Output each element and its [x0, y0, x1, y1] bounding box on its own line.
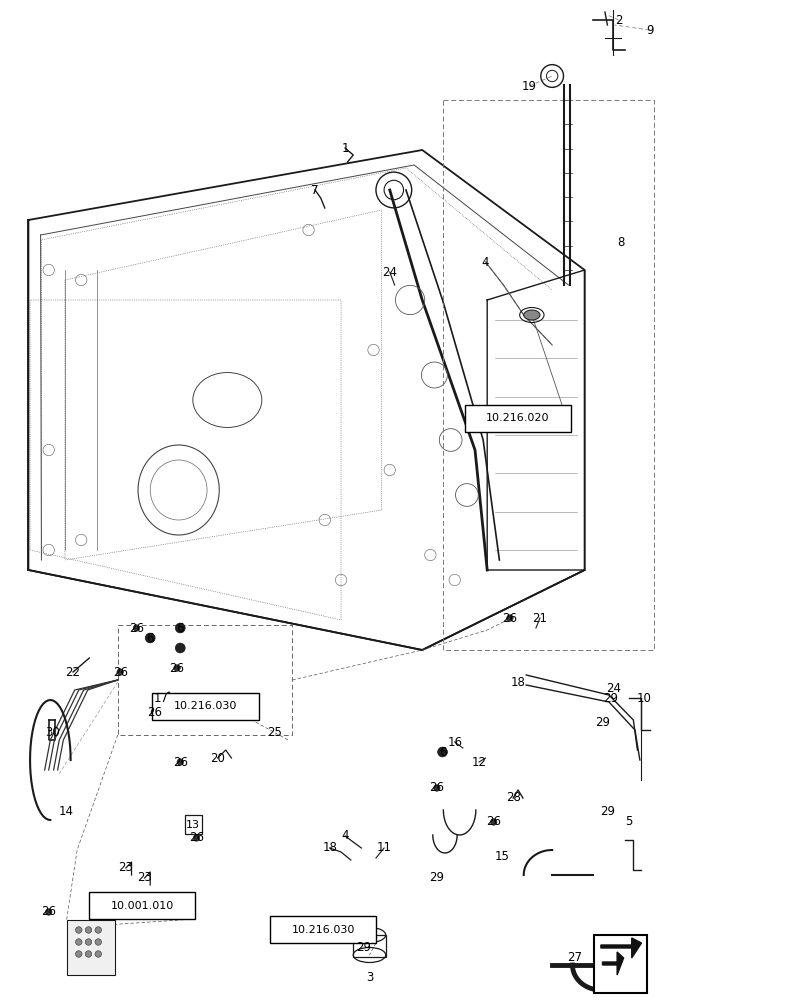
Circle shape: [175, 643, 185, 653]
Text: 28: 28: [505, 791, 520, 804]
Text: 18: 18: [510, 676, 525, 688]
Text: 22: 22: [66, 666, 80, 678]
Text: 12: 12: [471, 756, 486, 768]
Text: 4: 4: [341, 829, 349, 842]
Circle shape: [175, 623, 185, 633]
Circle shape: [85, 939, 92, 945]
Circle shape: [117, 669, 123, 675]
Text: 10: 10: [636, 692, 650, 704]
Text: 6: 6: [176, 621, 184, 635]
Text: 26: 26: [429, 781, 444, 794]
Text: 17: 17: [153, 692, 168, 704]
Text: 21: 21: [532, 611, 547, 624]
Text: 11: 11: [376, 841, 391, 854]
Text: 26: 26: [147, 706, 161, 718]
Text: 23: 23: [137, 871, 152, 884]
Text: 10.216.030: 10.216.030: [291, 925, 354, 935]
Text: 6: 6: [146, 632, 154, 645]
Text: 29: 29: [429, 871, 444, 884]
Circle shape: [95, 951, 101, 957]
Text: 24: 24: [382, 265, 397, 278]
Text: 29: 29: [599, 805, 614, 818]
Circle shape: [193, 835, 200, 841]
Circle shape: [174, 665, 180, 671]
Text: 23: 23: [118, 861, 133, 874]
Text: 10.216.030: 10.216.030: [174, 701, 237, 711]
Circle shape: [151, 709, 157, 715]
Text: 19: 19: [521, 80, 536, 93]
Text: 14: 14: [59, 805, 74, 818]
Text: 6: 6: [438, 746, 446, 758]
Ellipse shape: [523, 310, 539, 320]
FancyBboxPatch shape: [152, 692, 259, 720]
Bar: [353, 935, 385, 957]
Circle shape: [75, 927, 82, 933]
Text: 24: 24: [606, 682, 620, 694]
Circle shape: [177, 759, 183, 765]
Text: 29: 29: [356, 941, 371, 954]
Text: 26: 26: [486, 815, 500, 828]
Circle shape: [85, 927, 92, 933]
Circle shape: [75, 951, 82, 957]
Text: 26: 26: [129, 621, 144, 635]
Text: 4: 4: [481, 255, 489, 268]
Polygon shape: [602, 952, 623, 975]
Text: 30: 30: [45, 726, 60, 738]
Bar: [67, 920, 115, 975]
Text: 1: 1: [341, 142, 349, 155]
Text: 20: 20: [210, 752, 225, 764]
Text: 7: 7: [311, 184, 319, 197]
Text: 2: 2: [614, 14, 622, 27]
Text: 29: 29: [603, 692, 617, 704]
Circle shape: [437, 747, 447, 757]
Text: 26: 26: [169, 662, 184, 674]
Text: 25: 25: [267, 726, 281, 738]
Bar: [594, 935, 646, 993]
Circle shape: [506, 615, 513, 621]
FancyBboxPatch shape: [184, 815, 202, 834]
Text: 27: 27: [567, 951, 581, 964]
Text: 9: 9: [645, 24, 653, 37]
FancyBboxPatch shape: [269, 916, 376, 943]
Circle shape: [133, 625, 139, 631]
Text: 8: 8: [616, 236, 624, 249]
Circle shape: [145, 633, 155, 643]
Circle shape: [490, 819, 496, 825]
Text: 18: 18: [322, 841, 337, 854]
Text: 5: 5: [624, 815, 633, 828]
FancyBboxPatch shape: [88, 892, 195, 919]
Circle shape: [433, 785, 440, 791]
Text: 10.216.020: 10.216.020: [486, 413, 549, 423]
Circle shape: [75, 939, 82, 945]
Circle shape: [45, 909, 52, 915]
Text: 13: 13: [186, 820, 200, 830]
Circle shape: [95, 939, 101, 945]
Text: 26: 26: [113, 666, 127, 678]
Text: 26: 26: [173, 756, 187, 768]
Text: 10.001.010: 10.001.010: [110, 901, 174, 911]
FancyBboxPatch shape: [464, 404, 571, 432]
Text: 15: 15: [494, 850, 508, 863]
Circle shape: [95, 927, 101, 933]
Text: 26: 26: [41, 905, 56, 918]
Polygon shape: [600, 938, 641, 958]
Text: 26: 26: [502, 611, 517, 624]
Text: 26: 26: [189, 831, 204, 844]
Circle shape: [85, 951, 92, 957]
Text: 3: 3: [365, 971, 373, 984]
Text: 29: 29: [594, 716, 609, 728]
Text: 16: 16: [447, 736, 461, 748]
